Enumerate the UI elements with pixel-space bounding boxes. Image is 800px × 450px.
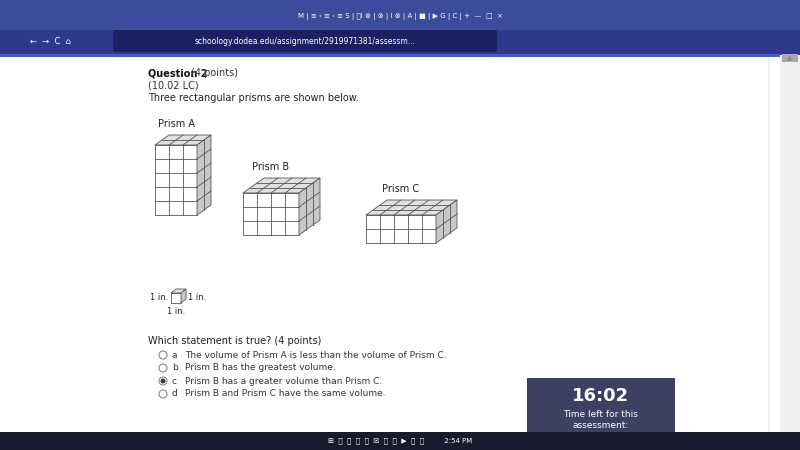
- Polygon shape: [243, 193, 299, 235]
- Circle shape: [161, 378, 166, 383]
- Text: The volume of Prism A is less than the volume of Prism C.: The volume of Prism A is less than the v…: [185, 351, 446, 360]
- Polygon shape: [171, 289, 186, 293]
- Text: a: a: [172, 351, 178, 360]
- FancyBboxPatch shape: [0, 30, 800, 55]
- FancyBboxPatch shape: [0, 55, 770, 450]
- FancyBboxPatch shape: [0, 55, 768, 450]
- Text: ▲: ▲: [787, 55, 793, 61]
- Text: Question 2: Question 2: [148, 68, 211, 78]
- Text: (4 points): (4 points): [191, 68, 238, 78]
- Text: 1 in.: 1 in.: [167, 307, 185, 316]
- Text: 1 in.: 1 in.: [150, 293, 168, 302]
- Text: Prism B has the greatest volume.: Prism B has the greatest volume.: [185, 364, 336, 373]
- Text: ▼: ▼: [787, 442, 793, 448]
- Polygon shape: [243, 178, 320, 193]
- Text: Which statement is true? (4 points): Which statement is true? (4 points): [148, 336, 322, 346]
- Text: M | ≡ ‹ ≡ ‹ ≡ S | ⓈI ⊗ | ⊗ | I ⊗ | A | ■ | ▶ G | C | +  —  □  ×: M | ≡ ‹ ≡ ‹ ≡ S | ⓈI ⊗ | ⊗ | I ⊗ | A | ■…: [298, 14, 502, 21]
- Polygon shape: [197, 135, 211, 215]
- Text: (10.02 LC): (10.02 LC): [148, 81, 198, 91]
- Text: 1 in.: 1 in.: [188, 293, 206, 302]
- FancyBboxPatch shape: [0, 54, 780, 57]
- Text: ⊞  🔍  ⓔ  📁  🌐  ✉  📁  💬  ▶  🎮  🎵         2:54 PM: ⊞ 🔍 ⓔ 📁 🌐 ✉ 📁 💬 ▶ 🎮 🎵 2:54 PM: [328, 438, 472, 444]
- Text: b: b: [172, 364, 178, 373]
- FancyBboxPatch shape: [113, 30, 497, 52]
- FancyBboxPatch shape: [0, 432, 800, 450]
- Text: 16:02: 16:02: [573, 387, 630, 405]
- Text: d: d: [172, 390, 178, 399]
- Polygon shape: [181, 289, 186, 303]
- Text: Prism C: Prism C: [382, 184, 419, 194]
- Text: schoology.dodea.edu/assignment/2919971381/assessm...: schoology.dodea.edu/assignment/291997138…: [194, 36, 415, 45]
- FancyBboxPatch shape: [782, 54, 798, 62]
- Polygon shape: [155, 135, 211, 145]
- Text: Prism B and Prism C have the same volume.: Prism B and Prism C have the same volume…: [185, 390, 386, 399]
- FancyBboxPatch shape: [527, 434, 675, 438]
- Text: Time left for this
assessment:: Time left for this assessment:: [563, 410, 638, 430]
- FancyBboxPatch shape: [780, 55, 800, 450]
- Polygon shape: [436, 200, 457, 243]
- Polygon shape: [171, 293, 181, 303]
- Text: Three rectangular prisms are shown below.: Three rectangular prisms are shown below…: [148, 93, 359, 103]
- Text: Prism A: Prism A: [158, 119, 194, 129]
- FancyBboxPatch shape: [527, 378, 675, 438]
- Text: Prism B: Prism B: [253, 162, 290, 172]
- Text: Prism B has a greater volume than Prism C.: Prism B has a greater volume than Prism …: [185, 377, 382, 386]
- Text: ←  →  C  ⌂: ← → C ⌂: [30, 36, 71, 45]
- Polygon shape: [299, 178, 320, 235]
- Polygon shape: [155, 145, 197, 215]
- FancyBboxPatch shape: [0, 0, 800, 30]
- Text: c: c: [172, 377, 177, 386]
- Polygon shape: [366, 200, 457, 215]
- Polygon shape: [366, 215, 436, 243]
